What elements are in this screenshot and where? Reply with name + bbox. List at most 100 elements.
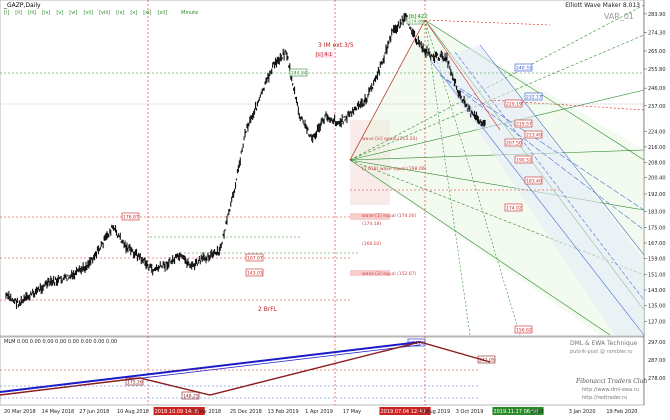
price-candles bbox=[5, 12, 486, 310]
timeframe-button-5[interactable]: [v] bbox=[56, 10, 64, 16]
timeframe-button-6[interactable]: [vi] bbox=[69, 10, 78, 16]
sub-marker-box bbox=[477, 355, 496, 364]
price-marker-label: 274.88 bbox=[408, 19, 424, 25]
price-marker-label: 232.17 bbox=[526, 95, 542, 101]
price-axis-ticks: 283.90 274.30 265.00 255.80 246.00 237.00 224.… bbox=[644, 12, 666, 382]
price-tick-label: 246.00 bbox=[648, 86, 666, 92]
watermark-email: putnik-post @ rambler.ru bbox=[570, 349, 633, 355]
red-trend-lines bbox=[0, 0, 645, 405]
wave-level-label: wave [iii] equal (213.20) bbox=[362, 137, 418, 142]
price-tick-label: 283.90 bbox=[648, 12, 666, 18]
timeframe-button-2[interactable]: [ii] bbox=[15, 10, 22, 16]
wave-label-bottom: 2 BrFL bbox=[258, 306, 278, 313]
mlm-indicator bbox=[0, 341, 491, 399]
price-marker-box bbox=[514, 119, 533, 128]
left-marker-label: 167.07 bbox=[247, 256, 263, 262]
wave-level-label: [1.618] wave equal (198.00) bbox=[362, 167, 427, 172]
x-tick-label: 2019.11.17 06:58 bbox=[493, 409, 538, 415]
x-tick-label: 2019.07.04 12:40 bbox=[380, 409, 425, 415]
watermark-club: Fibonacci Traders Club bbox=[576, 378, 648, 385]
x-tick-label: 20 Mar 2018 bbox=[4, 409, 36, 415]
timeframe-button-7[interactable]: [vii] bbox=[83, 10, 94, 16]
timeframe-button-12[interactable]: [xii] bbox=[157, 10, 168, 16]
price-tick-label: 151.00 bbox=[648, 272, 666, 278]
timeframe-button-8[interactable]: [viii] bbox=[99, 10, 111, 16]
var-label: VAR_01 bbox=[603, 12, 634, 21]
price-marker-label: 207.50 bbox=[506, 141, 522, 147]
wave-level-label: wave [2] equal (152.07) bbox=[362, 272, 417, 277]
price-tick-label: 216.00 bbox=[648, 145, 666, 151]
price-marker-label: 174.02 bbox=[506, 206, 522, 212]
price-tick-label: 200.40 bbox=[648, 176, 666, 182]
x-tick-label: 3 Oct 2019 bbox=[456, 409, 484, 415]
price-tick-label: 175.00 bbox=[648, 225, 666, 231]
x-tick-label: 27 Jun 2018 bbox=[79, 409, 109, 415]
timeframe-button-4[interactable]: [iv] bbox=[42, 10, 51, 16]
timeframe-button-10[interactable]: [x] bbox=[130, 10, 138, 16]
price-tick-label: 237.00 bbox=[648, 104, 666, 110]
sub-tick-label: 287.00 bbox=[648, 358, 666, 364]
price-marker-label: 213.40 bbox=[526, 133, 542, 139]
timeframe-button-11[interactable]: [xi] bbox=[143, 10, 152, 16]
x-tick-highlight bbox=[153, 407, 205, 415]
wave-zone-2 bbox=[350, 270, 390, 276]
timeframe-button-9[interactable]: [ix] bbox=[116, 10, 125, 16]
x-tick-label: 2019 bbox=[531, 409, 544, 415]
sub-marker-box bbox=[181, 391, 200, 400]
x-tick-label: 19 Feb 2020 bbox=[606, 409, 637, 415]
wave-level-label: (166.02) bbox=[362, 242, 382, 247]
watermark-url2: http://redtrader.ru bbox=[582, 395, 628, 401]
price-marker-box bbox=[524, 130, 543, 139]
x-tick-label: 10 Aug 2018 bbox=[117, 409, 149, 415]
price-marker-box bbox=[524, 176, 543, 185]
price-marker-label: 219.57 bbox=[516, 122, 532, 128]
price-marker-label: 156.62 bbox=[516, 328, 532, 334]
time-axis-ticks: 20 Mar 2018 14 May 2018 27 Jun 2018 10 Aug … bbox=[4, 407, 637, 415]
price-tick-label: 274.30 bbox=[648, 31, 666, 37]
x-tick-label: 16 Aug 2019 bbox=[418, 409, 450, 415]
x-tick-label: 14 May 2018 bbox=[42, 409, 75, 415]
price-marker-box bbox=[524, 92, 543, 101]
left-marker-box bbox=[245, 268, 264, 277]
price-tick-label: 208.00 bbox=[648, 161, 666, 167]
price-tick-label: 224.00 bbox=[648, 129, 666, 135]
wave-label-top: 3 IM ext.3/5 bbox=[318, 42, 354, 49]
x-tick-highlight bbox=[379, 407, 431, 415]
price-marker-label: 240.33 bbox=[516, 66, 532, 72]
wave-level-label: (174.18) bbox=[362, 222, 382, 227]
price-marker-box bbox=[504, 99, 523, 108]
price-marker-box bbox=[514, 325, 533, 334]
x-tick-label: 3 Jan 2020 bbox=[569, 409, 596, 415]
price-marker-box bbox=[514, 155, 533, 164]
price-tick-label: 167.00 bbox=[648, 241, 666, 247]
wave-zone-1 bbox=[350, 213, 390, 220]
price-marker-box bbox=[514, 63, 533, 72]
x-tick-label: 2018.10.09 14:35 bbox=[155, 409, 200, 415]
top-label: [b] 422 bbox=[408, 14, 429, 20]
price-marker-label: 190.52 bbox=[516, 158, 532, 164]
x-tick-highlight bbox=[492, 407, 544, 415]
sub-indicator-title: MLM 0.00 0.00 0.00 0.00 0.00 0.00 0.00 0… bbox=[4, 339, 118, 345]
left-marker-box bbox=[121, 212, 140, 221]
minute-button[interactable]: Minute bbox=[181, 10, 199, 16]
sub-marker-label: 148.25 bbox=[183, 394, 199, 400]
price-marker-box bbox=[504, 138, 523, 147]
price-tick-label: 135.00 bbox=[648, 304, 666, 310]
x-tick-label: 13 Feb 2019 bbox=[268, 409, 299, 415]
price-tick-label: 127.00 bbox=[648, 319, 666, 325]
watermark-url1: http://www.dml-ewa.ru bbox=[582, 387, 639, 393]
left-marker-label: 176.87 bbox=[123, 215, 139, 221]
timeframe-button-1[interactable]: [i] bbox=[4, 10, 10, 16]
symbol-title: _GAZP,Daily bbox=[4, 2, 41, 9]
wave-level-label: wave [1] equal (174.00) bbox=[362, 214, 417, 219]
x-tick-label: 25 Dec 2018 bbox=[230, 409, 262, 415]
timeframe-button-3[interactable]: [iii] bbox=[27, 10, 37, 16]
price-tick-label: 143.00 bbox=[648, 288, 666, 294]
indicator-title: Elliott Wave Maker 8.013 bbox=[565, 2, 640, 9]
price-tick-label: 183.00 bbox=[648, 210, 666, 216]
left-marker-label: 244.84 bbox=[291, 71, 307, 77]
price-marker-box bbox=[504, 203, 523, 212]
watermark-brand: DML & EWA Technique bbox=[570, 340, 638, 347]
